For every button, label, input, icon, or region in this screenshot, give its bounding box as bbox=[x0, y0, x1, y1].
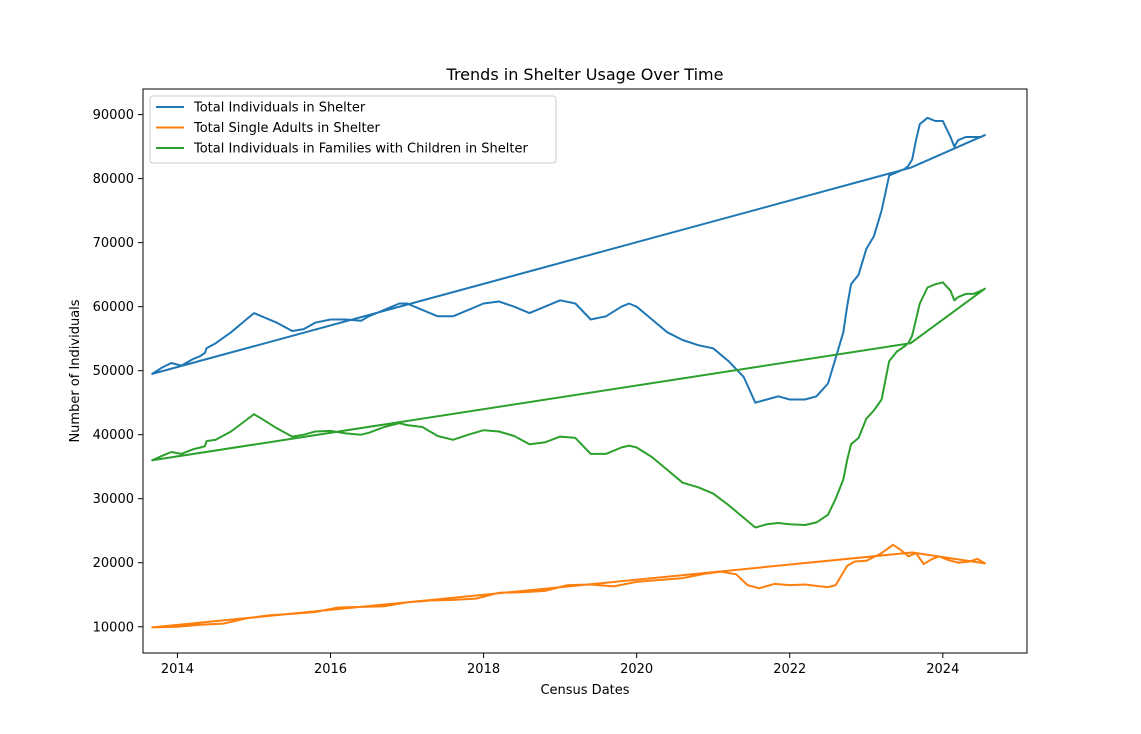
y-tick-label: 20000 bbox=[93, 556, 134, 571]
x-tick-label: 2018 bbox=[467, 662, 500, 677]
legend-label-3: Total Individuals in Families with Child… bbox=[193, 142, 528, 157]
legend-box bbox=[149, 95, 557, 164]
legend-label-2: Total Single Adults in Shelter bbox=[193, 121, 381, 136]
y-tick-label: 70000 bbox=[93, 236, 134, 251]
series-line-3 bbox=[151, 281, 986, 529]
x-tick-label: 2016 bbox=[314, 662, 347, 677]
x-axis: 2014 2016 2018 2020 2022 2024 bbox=[161, 653, 959, 677]
x-axis-title: Census Dates bbox=[540, 683, 629, 698]
y-tick-label: 90000 bbox=[93, 108, 134, 123]
y-axis: 10000 20000 30000 40000 50000 60000 70000 80000… bbox=[93, 108, 143, 635]
series-layer bbox=[151, 116, 986, 629]
y-tick-label: 30000 bbox=[93, 492, 134, 507]
y-tick-label: 80000 bbox=[93, 172, 134, 187]
y-tick-label: 60000 bbox=[93, 300, 134, 315]
y-tick-label: 10000 bbox=[93, 620, 134, 635]
y-axis-title: Number of Individuals bbox=[68, 299, 83, 442]
series-line-2 bbox=[151, 543, 986, 629]
x-tick-label: 2014 bbox=[161, 662, 194, 677]
legend-label-1: Total Individuals in Shelter bbox=[193, 101, 366, 116]
chart-title: Trends in Shelter Usage Over Time bbox=[446, 65, 724, 84]
x-tick-label: 2020 bbox=[620, 662, 653, 677]
y-tick-label: 40000 bbox=[93, 428, 134, 443]
x-tick-label: 2022 bbox=[773, 662, 806, 677]
x-tick-label: 2024 bbox=[926, 662, 959, 677]
y-tick-label: 50000 bbox=[93, 364, 134, 379]
legend: Total Individuals in Shelter Total Single… bbox=[149, 95, 557, 164]
series-line-1 bbox=[151, 116, 986, 404]
